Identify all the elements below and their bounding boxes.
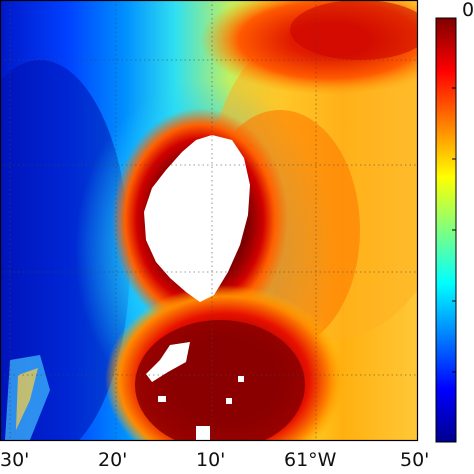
islet-1 — [146, 342, 190, 382]
x-tick-label: 20' — [98, 449, 127, 471]
colorbar: 0 — [435, 0, 474, 443]
x-axis: 30' 20' 10' 61°W 50' — [0, 449, 429, 471]
colorbar-top-label: 0 — [462, 0, 474, 21]
islet-5 — [158, 396, 166, 402]
grid-lines — [0, 0, 418, 440]
islet-2 — [196, 426, 210, 440]
top-red-core — [290, 0, 418, 60]
colorbar-ticks — [452, 87, 456, 373]
map-plot-area — [0, 0, 418, 440]
plot-frame — [0, 0, 419, 442]
x-tick-label: 61°W — [284, 449, 337, 471]
x-tick-label: 50' — [400, 449, 429, 471]
coastal-warm-patch — [16, 368, 38, 430]
island-land — [144, 135, 250, 302]
x-tick-label: 30' — [0, 449, 29, 471]
southern-plume-core — [135, 320, 305, 440]
islet-4 — [238, 376, 244, 382]
islet-3 — [226, 398, 232, 404]
x-tick-label: 10' — [196, 449, 225, 471]
